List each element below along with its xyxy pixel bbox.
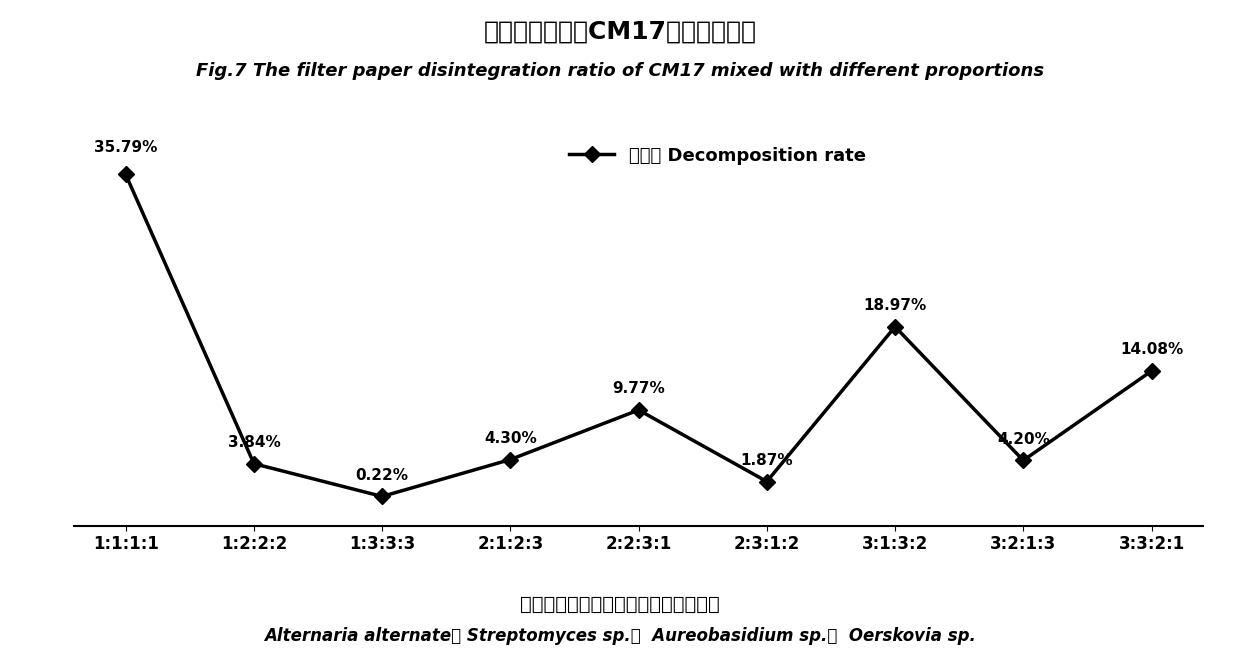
Legend: 降解率 Decomposition rate: 降解率 Decomposition rate xyxy=(562,139,873,172)
Text: 0.22%: 0.22% xyxy=(356,468,409,483)
Text: 钉格孢菌：钉霞菌：短棗霞菌：厄氏菌: 钉格孢菌：钉霞菌：短棗霞菌：厄氏菌 xyxy=(520,595,720,614)
Text: Fig.7 The filter paper disintegration ratio of CM17 mixed with different proport: Fig.7 The filter paper disintegration ra… xyxy=(196,62,1044,80)
Text: 4.20%: 4.20% xyxy=(997,432,1050,447)
Text: Alternaria alternate： Streptomyces sp.：  Aureobasidium sp.：  Oerskovia sp.: Alternaria alternate： Streptomyces sp.： … xyxy=(264,627,976,645)
Text: 4.30%: 4.30% xyxy=(484,431,537,446)
Text: 14.08%: 14.08% xyxy=(1120,342,1183,357)
Text: 9.77%: 9.77% xyxy=(613,382,665,396)
Text: 18.97%: 18.97% xyxy=(863,298,926,313)
Text: 3.84%: 3.84% xyxy=(228,435,280,450)
Text: 35.79%: 35.79% xyxy=(94,139,157,154)
Text: 不同混合比例的CM17对滤纸的降解: 不同混合比例的CM17对滤纸的降解 xyxy=(484,20,756,44)
Text: 1.87%: 1.87% xyxy=(740,453,794,468)
